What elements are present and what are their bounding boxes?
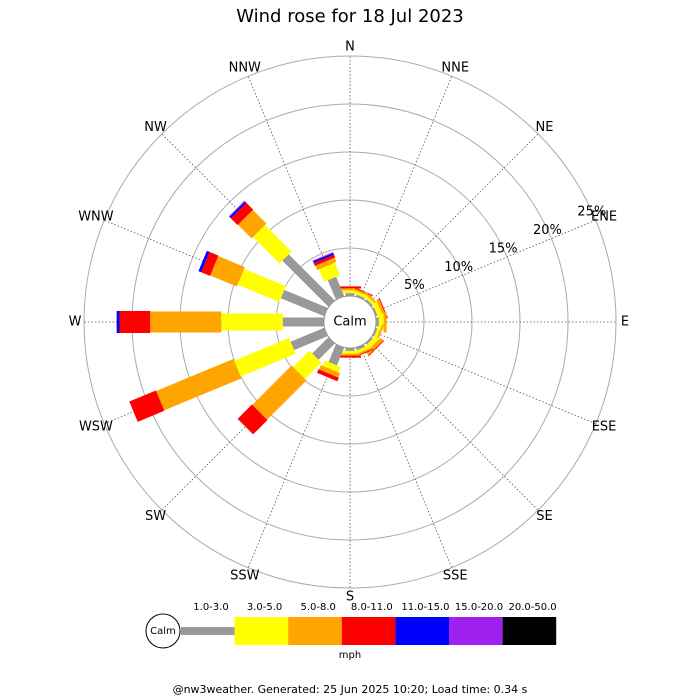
bar-segment [364,291,381,308]
bar-segment [237,209,267,239]
r-tick-label: 15% [489,241,518,256]
direction-label: NE [535,120,553,135]
spoke [373,219,596,313]
legend-swatch [181,627,235,635]
direction-label: S [346,590,354,605]
bar-segment [198,250,210,273]
r-tick-label: 10% [444,260,473,275]
bar-segment [230,202,254,226]
direction-label: NNW [229,60,261,75]
direction-label: N [345,40,355,55]
legend-swatch [234,617,289,645]
direction-label: WSW [79,420,113,435]
direction-label: SSW [230,569,260,584]
bar-segment [228,200,246,218]
spoke [359,345,453,568]
legend-label: 5.0-8.0 [300,602,335,613]
legend-label: 8.0-11.0 [351,602,393,613]
bar-segment [328,344,345,366]
bar-segment [129,390,165,422]
bar-segment [252,224,292,264]
legend-label: 1.0-3.0 [193,602,228,613]
bar-segment [293,350,322,379]
bar-segment [252,365,307,420]
legend-label: 3.0-5.0 [247,602,282,613]
legend-swatch [502,617,557,645]
direction-label: W [69,315,82,330]
bar-segment [353,345,371,355]
direction-label: ESE [592,420,617,435]
spoke [373,331,596,425]
legend-calm [145,613,181,649]
bar-segment [156,358,242,411]
bar-segment [237,404,268,435]
spoke [368,133,539,304]
bar-segment [282,254,335,307]
bar-segment [318,262,340,282]
r-tick-label: 20% [533,223,562,238]
bar-segment [313,254,336,266]
r-tick-label: 5% [404,278,425,293]
bar-segment [376,298,387,320]
bar-segment [352,287,373,298]
bar-segment [368,340,385,357]
spoke [359,76,453,299]
bar-segment [201,251,219,276]
legend-units: mph [339,650,361,661]
bar-segment [363,294,378,309]
bar-segment [374,324,385,345]
legend-label: 15.0-20.0 [455,602,503,613]
r-tick-label: 25% [577,205,606,220]
bar-segment [365,337,384,356]
bar-segment [312,252,335,264]
legend-label: 20.0-50.0 [509,602,557,613]
calm-circle [323,295,377,349]
bar-segment [363,335,380,352]
bar-segment [318,365,341,378]
direction-label: NNE [441,60,469,75]
direction-label: NW [144,120,167,135]
spoke [368,340,539,511]
legend-swatch [395,617,449,645]
bar-segment [280,289,328,317]
bar-segment [290,327,328,351]
legend-swatch [449,617,503,645]
bar-segment [327,276,345,300]
grid-ring [83,55,617,589]
chart-title: Wind rose for 18 Jul 2023 [236,6,464,27]
bar-segment [234,338,296,377]
bar-segment [372,324,382,342]
footer: @nw3weather. Generated: 25 Jun 2025 10:2… [173,683,528,696]
legend-swatch [341,617,396,645]
spoke [247,345,341,568]
bar-segment [352,290,370,300]
bar-segment [237,268,286,302]
bar-segment [372,301,384,320]
direction-label: SSE [443,569,468,584]
direction-label: WNW [78,209,114,224]
direction-label: E [621,315,629,330]
direction-label: ENE [591,209,617,224]
legend-label: 11.0-15.0 [401,602,449,613]
calm-label: Calm [333,315,366,330]
bar-segment [317,369,339,382]
legend-calm-label: Calm [150,626,176,637]
bar-segment [210,256,245,287]
bar-segment [229,201,247,219]
bar-segment [312,337,335,360]
bar-segment [352,347,373,358]
bar-segment [322,360,341,373]
bar-segment [315,257,337,271]
direction-label: SW [145,509,166,524]
direction-label: SE [536,509,552,524]
legend-swatch [288,617,342,645]
